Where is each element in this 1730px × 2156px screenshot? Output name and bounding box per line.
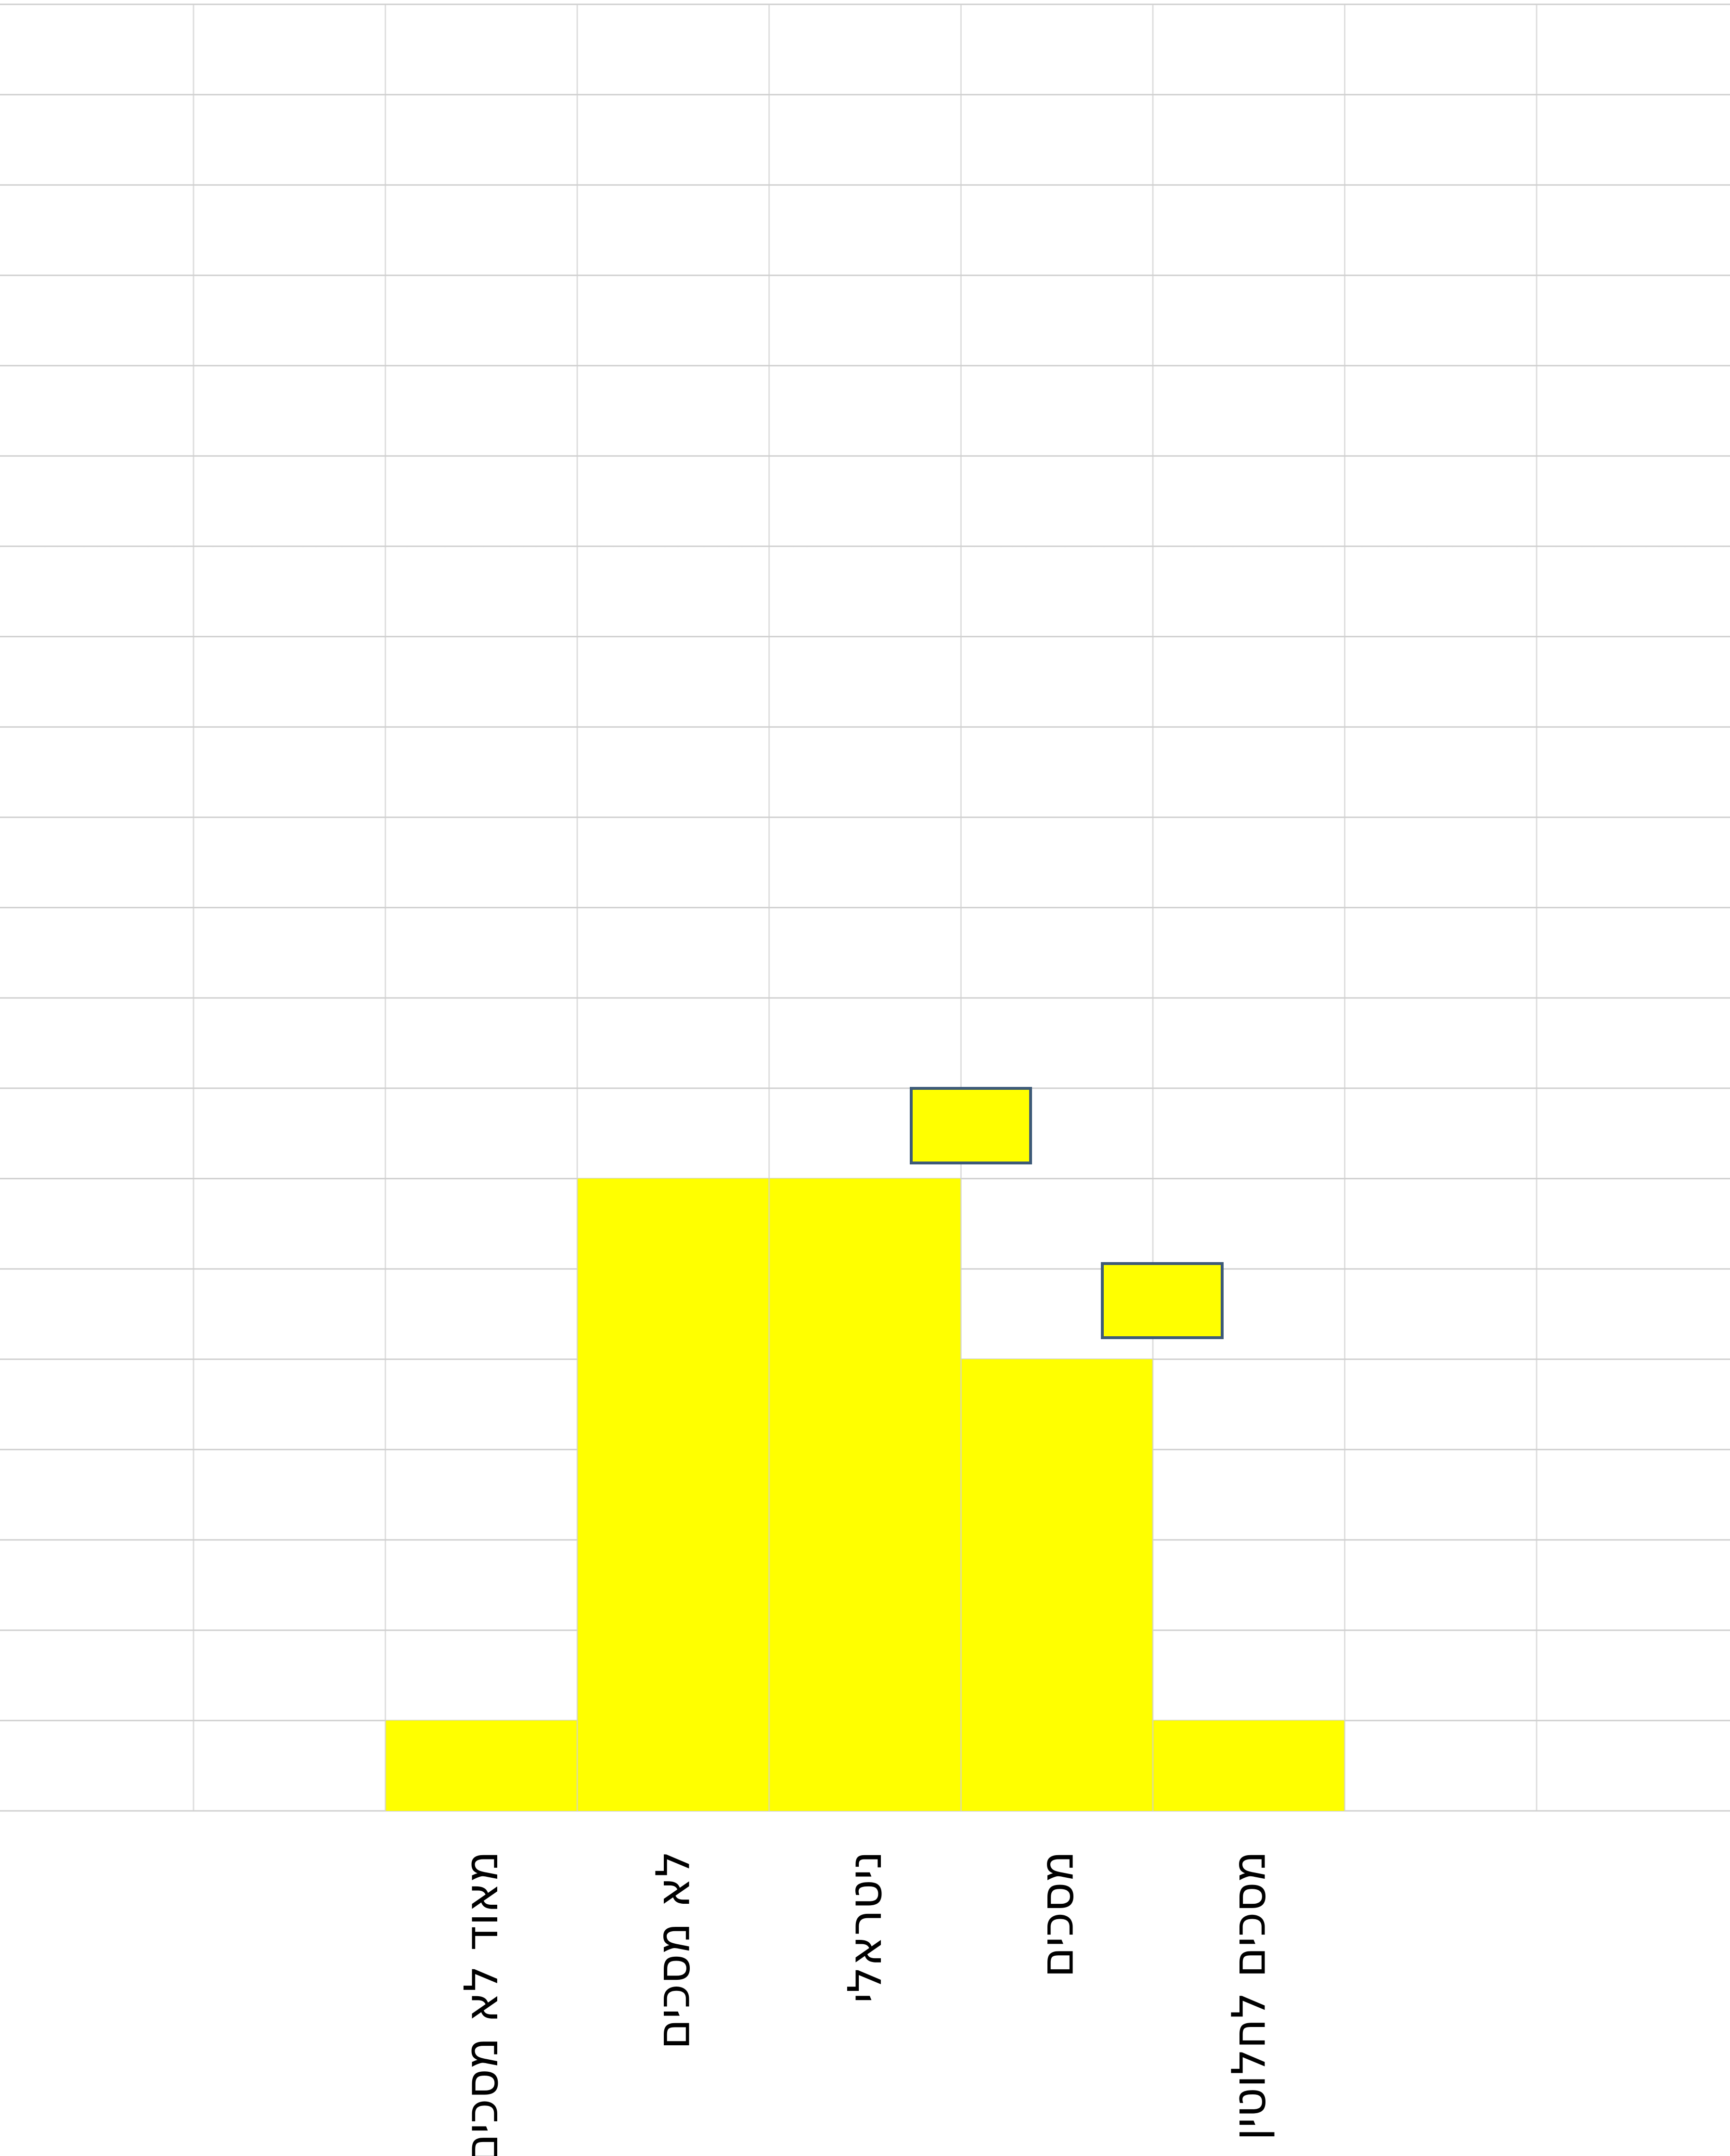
bar [1153, 1720, 1345, 1811]
bar [961, 1359, 1153, 1811]
category-labels: מאוד לא מסכים לא מסכים ניטראלי מסכים מסכים ל… [454, 1851, 1276, 2156]
category-label: מאוד לא מסכים [454, 1851, 508, 2156]
bars [385, 1178, 1345, 1811]
column-lines [193, 4, 1537, 1811]
grid [0, 3, 1730, 1812]
bar [769, 1178, 961, 1811]
draggable-block[interactable] [910, 1087, 1032, 1164]
category-label: מסכים לחלוטין [1222, 1851, 1276, 2141]
bar [385, 1720, 578, 1811]
category-label: לא מסכים [646, 1851, 700, 2050]
bar [577, 1178, 769, 1811]
category-label: ניטראלי [838, 1851, 892, 2003]
category-label: מסכים [1030, 1851, 1084, 1977]
draggable-block[interactable] [1101, 1262, 1224, 1339]
